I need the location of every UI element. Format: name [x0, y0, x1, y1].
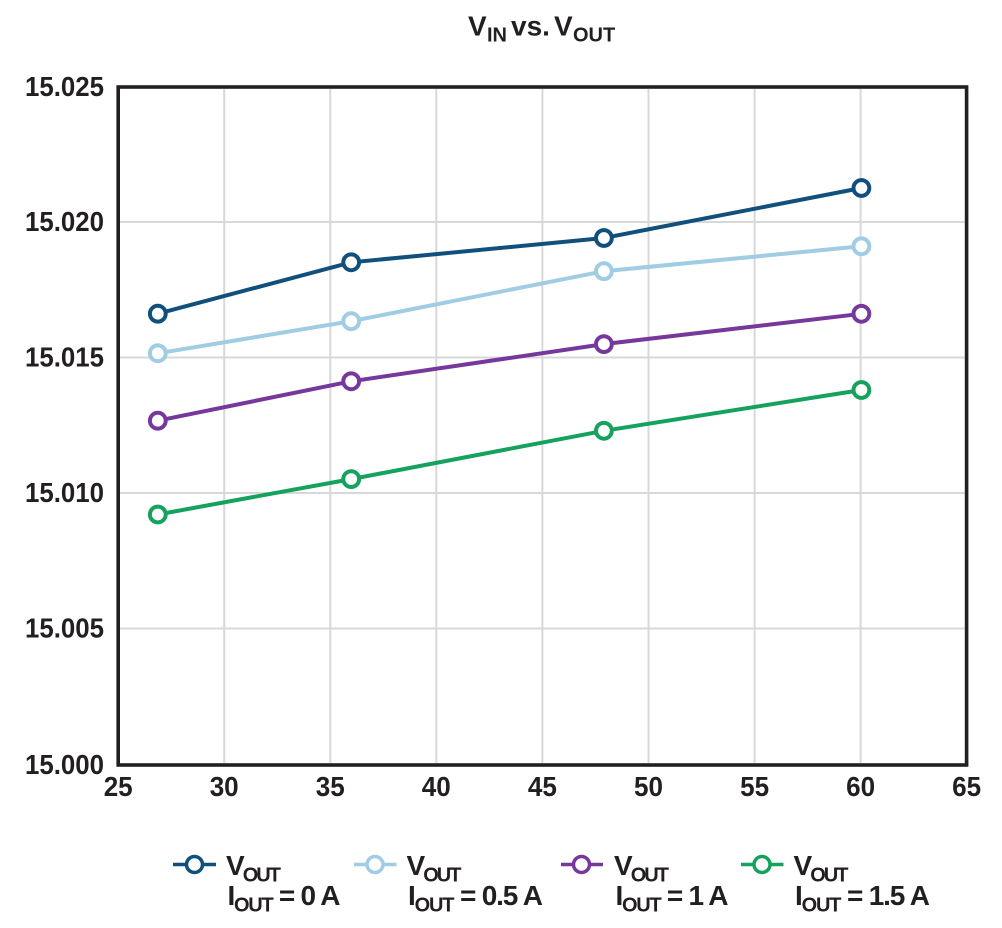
svg-text:15.010: 15.010	[25, 477, 104, 508]
svg-text:25: 25	[104, 771, 133, 802]
svg-text:OUT: OUT	[573, 25, 615, 47]
svg-text:IN: IN	[487, 25, 507, 47]
svg-text:15.005: 15.005	[25, 613, 104, 644]
svg-text:65: 65	[952, 771, 981, 802]
svg-text:40: 40	[422, 771, 451, 802]
svg-text:15.000: 15.000	[25, 749, 104, 780]
svg-text:35: 35	[316, 771, 345, 802]
svg-text:45: 45	[528, 771, 557, 802]
svg-text:15.015: 15.015	[25, 342, 104, 373]
svg-text:50: 50	[634, 771, 663, 802]
svg-text:V: V	[554, 11, 573, 42]
svg-text:15.020: 15.020	[25, 206, 104, 237]
svg-text:60: 60	[846, 771, 875, 802]
svg-text:30: 30	[210, 771, 239, 802]
svg-text:V: V	[468, 11, 487, 42]
svg-text:55: 55	[740, 771, 769, 802]
svg-text:15.025: 15.025	[25, 71, 104, 102]
svg-text:vs.: vs.	[511, 11, 550, 42]
